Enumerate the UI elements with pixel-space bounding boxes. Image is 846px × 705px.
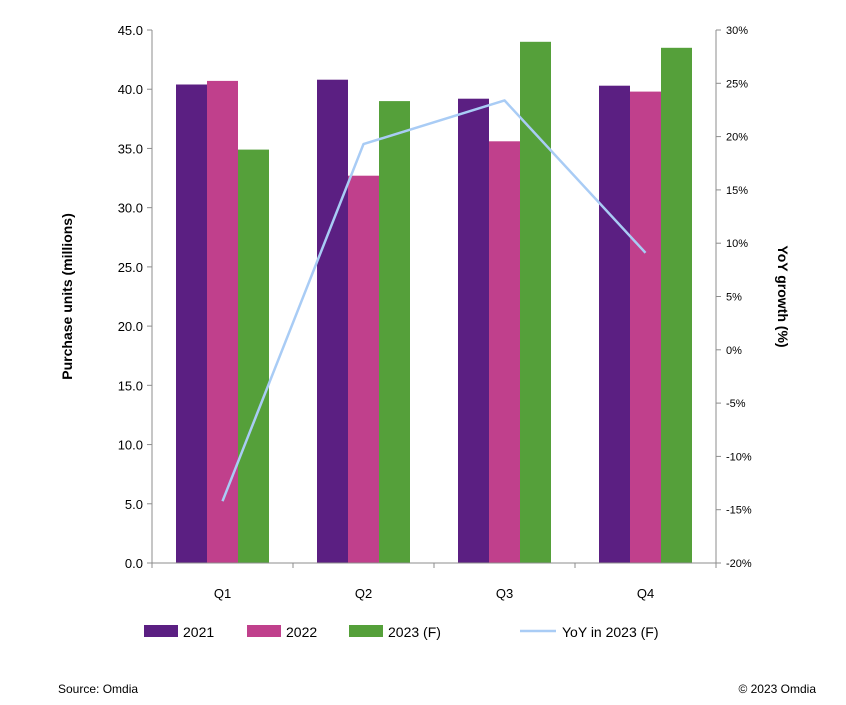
- x-tick-label-q1: Q1: [214, 586, 231, 601]
- y-tick-label: 35.0: [118, 141, 143, 156]
- y2-tick-label: 0%: [726, 345, 742, 357]
- y2-tick-label: 20%: [726, 132, 748, 144]
- y-tick-label: 20.0: [118, 319, 143, 334]
- bar-2023f-q2: [379, 101, 410, 563]
- copyright-note: © 2023 Omdia: [738, 682, 816, 696]
- bar-2022-q3: [489, 141, 520, 564]
- y2-tick-label: 10%: [726, 238, 748, 250]
- legend-label-2023f: 2023 (F): [388, 624, 441, 640]
- axes: Q1 Q2 Q3 Q4 0.0 5.0 10.0 15.0 20.0 25.0 30.0 35.0 40…: [59, 23, 791, 601]
- bar-2021-q4: [599, 85, 630, 563]
- y2-tick-label: -20%: [726, 558, 752, 570]
- bar-layer: [176, 41, 692, 564]
- bar-2023f-q3: [520, 41, 551, 564]
- y-tick-label: 10.0: [118, 438, 143, 453]
- y-tick-label: 40.0: [118, 82, 143, 97]
- legend-label-yoyin2023f: YoY in 2023 (F): [562, 624, 659, 640]
- y2-tick-label: 15%: [726, 185, 748, 197]
- bar-2021-q2: [317, 79, 348, 563]
- bar-2021-q3: [458, 98, 489, 563]
- y-tick-label: 30.0: [118, 201, 143, 216]
- y2-tick-label: 5%: [726, 292, 742, 304]
- y-tick-label: 45.0: [118, 23, 143, 38]
- legend-swatch-2023f: [349, 625, 383, 637]
- x-tick-label-q2: Q2: [355, 586, 372, 601]
- legend: 2021 2022 2023 (F) YoY in 2023 (F): [144, 624, 659, 640]
- y-tick-label: 5.0: [125, 497, 143, 512]
- bar-2022-q2: [348, 175, 379, 563]
- legend-swatch-2021: [144, 625, 178, 637]
- x-tick-label-q3: Q3: [496, 586, 513, 601]
- source-note: Source: Omdia: [58, 682, 139, 696]
- y2-tick-label: -10%: [726, 451, 752, 463]
- y-axis-title: Purchase units (millions): [59, 213, 75, 379]
- bar-2023f-q1: [238, 149, 269, 563]
- bar-2022-q1: [207, 80, 238, 564]
- bar-2022-q4: [630, 91, 661, 563]
- y2-tick-label: -5%: [726, 398, 746, 410]
- y-tick-label: 15.0: [118, 378, 143, 393]
- y-tick-label: 0.0: [125, 556, 143, 571]
- y2-axis-title: YoY growth (%): [775, 245, 791, 347]
- line-layer: [221, 99, 647, 502]
- y-tick-label: 25.0: [118, 260, 143, 275]
- yoy-line: [221, 99, 647, 502]
- legend-swatch-2022: [247, 625, 281, 637]
- legend-label-2021: 2021: [183, 624, 214, 640]
- x-tick-label-q4: Q4: [637, 586, 654, 601]
- legend-label-2022: 2022: [286, 624, 317, 640]
- bar-2021-q1: [176, 84, 207, 563]
- y2-tick-label: -15%: [726, 505, 752, 517]
- y2-tick-label: 25%: [726, 78, 748, 90]
- bar-2023f-q4: [661, 47, 692, 564]
- y2-tick-label: 30%: [726, 25, 748, 37]
